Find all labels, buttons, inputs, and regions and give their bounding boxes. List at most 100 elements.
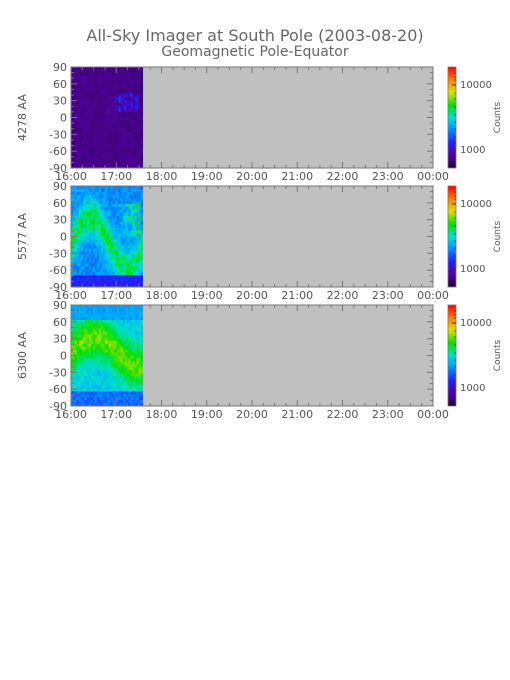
- heatmap-cell: [104, 391, 108, 395]
- heatmap-cell: [120, 147, 124, 151]
- heatmap-cell: [140, 117, 144, 121]
- heatmap-cell: [112, 367, 116, 371]
- heatmap-cell: [122, 67, 126, 71]
- heatmap-cell: [88, 307, 92, 312]
- heatmap-cell: [116, 379, 120, 383]
- heatmap-cell: [90, 236, 94, 240]
- heatmap-cell: [116, 141, 120, 145]
- heatmap-cell: [100, 349, 104, 353]
- heatmap-cell: [116, 331, 120, 336]
- heatmap-cell: [106, 162, 110, 166]
- heatmap-cell: [136, 138, 140, 142]
- heatmap-cell: [128, 69, 132, 74]
- heatmap-cell: [90, 275, 94, 279]
- heatmap-cell: [120, 105, 124, 109]
- heatmap-cell: [94, 346, 98, 350]
- heatmap-cell: [124, 316, 128, 321]
- heatmap-cell: [78, 367, 82, 371]
- heatmap-cell: [96, 123, 100, 127]
- heatmap-cell: [96, 141, 100, 145]
- heatmap-cell: [138, 385, 142, 389]
- heatmap-cell: [82, 209, 86, 214]
- heatmap-cell: [128, 203, 132, 208]
- heatmap-cell: [78, 248, 82, 252]
- heatmap-cell: [90, 215, 94, 220]
- y-tick-label: 0: [60, 231, 67, 244]
- heatmap-cell: [110, 346, 114, 350]
- heatmap-cell: [114, 203, 118, 208]
- heatmap-cell: [90, 75, 94, 80]
- heatmap-cell: [106, 93, 110, 98]
- heatmap-cell: [92, 162, 96, 166]
- heatmap-cell: [118, 215, 122, 220]
- heatmap-cell: [88, 266, 92, 270]
- heatmap-cell: [94, 331, 98, 336]
- heatmap-cell: [71, 135, 74, 139]
- heatmap-cell: [94, 397, 98, 401]
- heatmap-cell: [86, 111, 90, 115]
- heatmap-cell: [86, 391, 90, 395]
- heatmap-cell: [104, 218, 108, 223]
- heatmap-cell: [71, 397, 74, 401]
- heatmap-cell: [118, 266, 122, 270]
- heatmap-cell: [112, 227, 116, 231]
- heatmap-cell: [116, 322, 120, 327]
- heatmap-cell: [104, 99, 108, 104]
- heatmap-cell: [72, 96, 76, 101]
- heatmap-cell: [76, 388, 80, 392]
- heatmap-cell: [116, 382, 120, 386]
- heatmap-cell: [80, 334, 84, 339]
- heatmap-cell: [126, 138, 130, 142]
- heatmap-cell: [136, 153, 140, 157]
- heatmap-cell: [136, 120, 140, 124]
- heatmap-cell: [116, 153, 120, 157]
- heatmap-cell: [134, 331, 138, 336]
- heatmap-cell: [94, 260, 98, 264]
- heatmap-cell: [72, 245, 76, 249]
- heatmap-cell: [72, 162, 76, 166]
- heatmap-cell: [132, 403, 136, 407]
- heatmap-cell: [104, 328, 108, 333]
- heatmap-cell: [94, 328, 98, 333]
- heatmap-cell: [124, 123, 128, 127]
- heatmap-cell: [114, 385, 118, 389]
- heatmap-cell: [116, 84, 120, 89]
- heatmap-cell: [110, 322, 114, 327]
- heatmap-cell: [134, 90, 138, 95]
- heatmap-cell: [110, 75, 114, 80]
- heatmap-cell: [90, 361, 94, 365]
- heatmap-cell: [130, 123, 134, 127]
- heatmap-cell: [102, 251, 106, 255]
- heatmap-cell: [86, 230, 90, 234]
- heatmap-cell: [72, 391, 76, 395]
- heatmap-cell: [90, 382, 94, 386]
- heatmap-cell: [126, 90, 130, 95]
- heatmap-cell: [86, 221, 90, 226]
- heatmap-cell: [78, 165, 82, 169]
- heatmap-cell: [108, 96, 112, 101]
- heatmap-cell: [94, 188, 98, 193]
- heatmap-cell: [140, 99, 144, 104]
- heatmap-cell: [100, 150, 104, 154]
- heatmap-cell: [110, 141, 114, 145]
- heatmap-cell: [100, 239, 104, 243]
- heatmap-cell: [72, 147, 76, 151]
- heatmap-cell: [122, 209, 126, 214]
- heatmap-cell: [118, 212, 122, 217]
- heatmap-cell: [106, 370, 110, 374]
- heatmap-cell: [108, 236, 112, 240]
- heatmap-cell: [104, 227, 108, 231]
- heatmap-cell: [114, 340, 118, 345]
- heatmap-cell: [86, 400, 90, 404]
- heatmap-cell: [84, 316, 88, 321]
- heatmap-cell: [74, 186, 78, 190]
- heatmap-cell: [134, 340, 138, 345]
- heatmap-cell: [90, 385, 94, 389]
- heatmap-cell: [82, 105, 86, 109]
- heatmap-cell: [76, 352, 80, 356]
- heatmap-cell: [106, 331, 110, 336]
- heatmap-cell: [120, 403, 124, 407]
- heatmap-cell: [96, 305, 100, 309]
- heatmap-cell: [98, 206, 102, 211]
- heatmap-cell: [106, 269, 110, 273]
